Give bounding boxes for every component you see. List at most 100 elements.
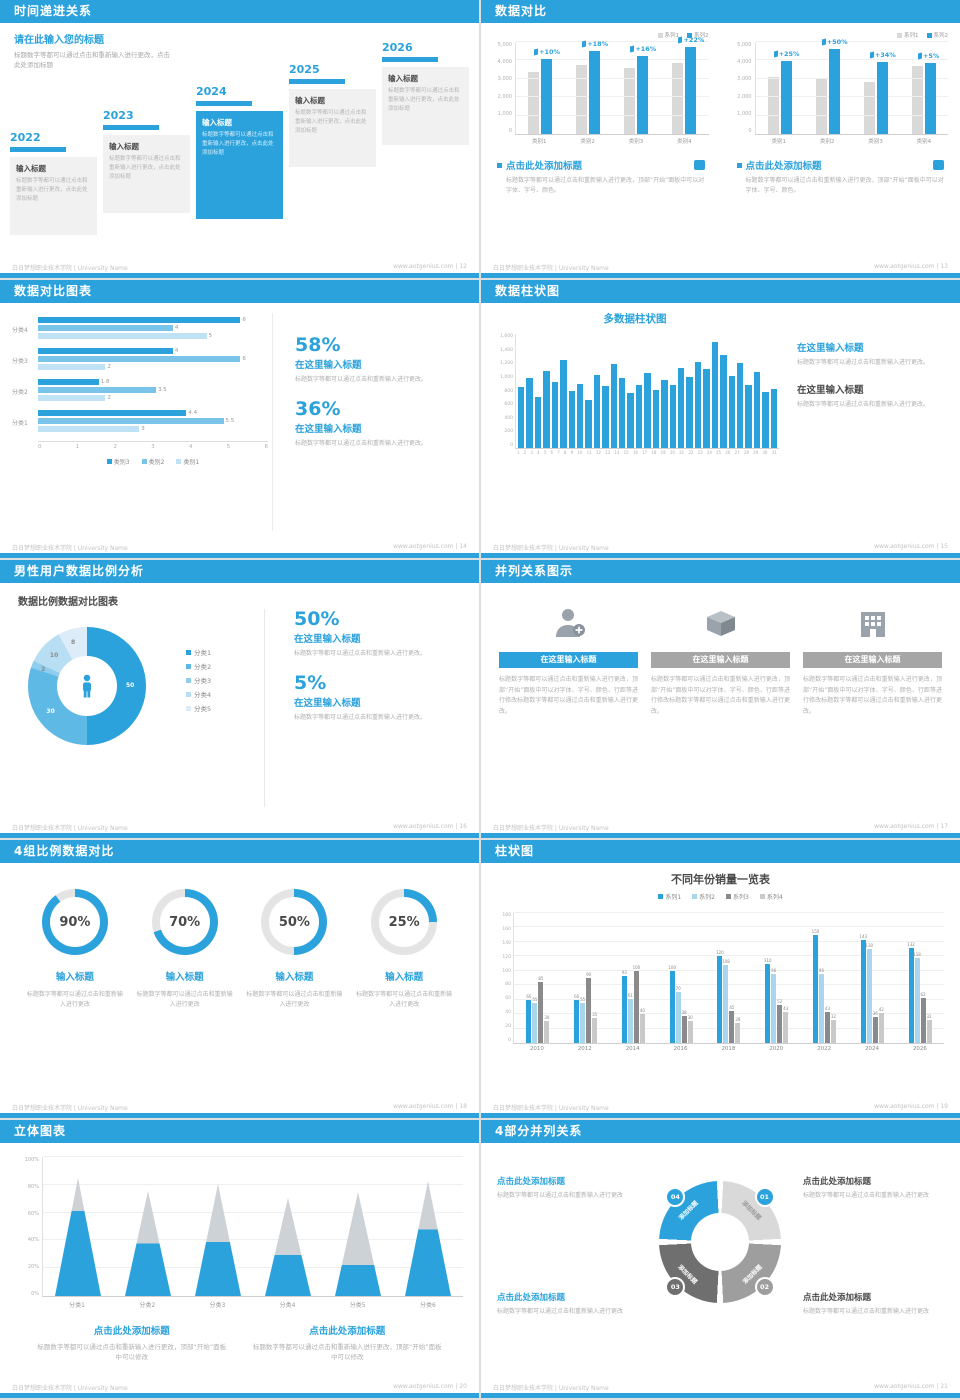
gridline [755, 41, 948, 42]
legend-item: 系列4 [759, 892, 783, 901]
stat-body: 标题数字等都可以通过点击和重新输入进行更改。 [295, 375, 428, 383]
y-axis: 100% 80% 60% 40% 20% 0% [16, 1157, 42, 1297]
gridline [516, 96, 709, 98]
slide-bottom-accent [481, 1393, 960, 1398]
legend-label: 系列1 [665, 894, 682, 901]
bar-group: 150 96 43 32 [812, 929, 837, 1043]
parallel-column: 在这里输入标题 标题数字等都可以通过点击和重新输入进行更改，顶部“开始”面板中可以… [803, 599, 942, 821]
slide-cone-chart[interactable]: 立体图表 100% 80% 60% 40% 20% 0% 分类1 分类2 分类3 分类4 分类5 分类… [0, 1120, 479, 1398]
gauge-ring: 25% [371, 889, 438, 955]
bar [38, 395, 106, 401]
slide-bottom-accent [0, 1393, 479, 1398]
bar-group: 100 70 38 30 [668, 965, 693, 1043]
bar-wrap: +22% [683, 36, 704, 134]
donut-hole [57, 656, 117, 716]
bar [38, 426, 140, 432]
grouped-column-chart: 180 160 140 120 100 80 60 40 20 0 60 55 85 30 60 55 90 35… [481, 907, 960, 1044]
y-axis-label: 1,000 [737, 110, 752, 117]
slide-title: 4组比例数据对比 [14, 844, 115, 858]
footer-org: 白日梦想职业技术学院 | University Name [493, 1105, 609, 1112]
caption-title: 点击此处添加标题 [497, 1177, 566, 1187]
y-axis-label: 0 [508, 1037, 511, 1043]
legend-label: 系列1 [664, 33, 680, 39]
bar-wrap: +18% [587, 40, 608, 134]
bar: 96 [819, 968, 824, 1043]
slide-bottom-accent [481, 1113, 960, 1118]
pct-label: +22% [678, 36, 704, 44]
gauge-item: 90% 输入标题 标题数字等都可以通过点击和重新输入进行更改 [25, 889, 125, 1101]
x-axis-label: 2016 [673, 1046, 688, 1052]
bar-group: 143 130 36 42 [859, 934, 884, 1043]
bar-value: 52 [777, 999, 783, 1005]
hbar-chart: 分类4 6 4 5 分类3 4 6 2 分类2 1.8 3.5 2 分类1 4.4 5.5 3 0 1 2 3 4 5 6 类… [0, 303, 272, 541]
chart-title: 数据比例数据对比图表 [18, 597, 118, 608]
bar [770, 388, 778, 448]
stats-panel: 50% 在这里输入标题 标题数字等都可以通过点击和重新输入进行更改。 5% 在这里输入标… [294, 609, 456, 737]
slide-four-part-ring[interactable]: 4部分并列关系 添加标题 添加标题 添加标题 添加标题 01 02 03 04 点击此处添加标题… [481, 1120, 960, 1398]
group-bars: 1.8 3.5 2 [38, 379, 268, 403]
bar [745, 385, 752, 448]
column-chart: 1,600 1,400 1,200 1,000 800 600 400 200 0 [491, 334, 779, 449]
accent-chip [933, 160, 944, 170]
caption-title: 点击此处添加标题 [93, 1326, 170, 1337]
bar-group: 93 61 100 40 [622, 965, 645, 1043]
bar [518, 387, 525, 448]
slide-data-compare[interactable]: 数据对比 系列1 系列2 5,000 4,000 3,000 2,000 1,000 0 +10… [481, 0, 960, 278]
bar: 55 [580, 997, 585, 1043]
footer-separator: | [455, 823, 458, 830]
bar-value: 40 [639, 1008, 645, 1014]
bar [38, 317, 241, 323]
stat-percent: 5% [294, 671, 327, 694]
bar-value: 150 [811, 928, 820, 934]
x-axis-labels: 分类1 分类2 分类3 分类4 分类5 分类6 [42, 1300, 463, 1309]
timeline-step: 2024 输入标题 标题数字等都可以通过点击和重新输入进行更改，点击此处添加标题 [196, 85, 283, 219]
x-axis-label: 9 [570, 450, 574, 455]
bar-value: 32 [830, 1013, 837, 1019]
x-axis-label: 2026 [912, 1046, 927, 1052]
slide-title-bar: 时间递进关系 [0, 0, 479, 23]
gauge-ring: 50% [261, 889, 328, 955]
slide-footer: 白日梦想职业技术学院 | University Name www.aotgeni… [0, 543, 479, 552]
bar: 30 [544, 1015, 549, 1043]
timeline-card: 输入标题 标题数字等都可以通过点击和重新输入进行更改，点击此处添加标题 [289, 89, 376, 167]
footer-separator: | [455, 1103, 458, 1110]
column-header: 在这里输入标题 [651, 652, 790, 668]
stat-title: 在这里输入标题 [797, 384, 864, 396]
bullet-square [736, 162, 742, 168]
bar [720, 354, 727, 448]
bar-group: 132 118 62 32 [907, 942, 932, 1043]
slide-gauges[interactable]: 4组比例数据对比 90% 输入标题 标题数字等都可以通过点击和重新输入进行更改 70%… [0, 840, 479, 1118]
bar-wrap: +16% [635, 45, 656, 134]
stat-percent: 50% [294, 608, 340, 630]
gridline [514, 940, 944, 942]
column-chart: 5,000 4,000 3,000 2,000 1,000 0 +10% +18% +16% +2… [493, 36, 709, 135]
group-label: 分类1 [12, 419, 28, 427]
slide-timeline[interactable]: 时间递进关系 请在此输入您的标题 标题数字等都可以通过点击和重新输入进行更改，点… [0, 0, 479, 278]
bar-series-1 [767, 76, 779, 134]
bar: 118 [913, 952, 921, 1043]
slide-footer: 白日梦想职业技术学院 | University Name www.aotgeni… [481, 823, 960, 832]
timeline-marker [196, 101, 252, 106]
slide-hbar-chart[interactable]: 数据对比图表 分类4 6 4 5 分类3 4 6 2 分类2 1.8 3.5 2 分类1 4.4 5.5 3 0… [0, 280, 479, 558]
caption-title-row: 点击此处添加标题 [736, 158, 944, 172]
parallel-column: 在这里输入标题 标题数字等都可以通过点击和重新输入进行更改，顶部“开始”面板中可以… [651, 599, 790, 821]
bar-series-2 [780, 61, 792, 134]
footer-site: www.aotgenius.com [874, 1383, 935, 1390]
slide-parallel-columns[interactable]: 并列关系图示 在这里输入标题 标题数字等都可以通过点击和重新输入进行更改，顶部“开… [481, 560, 960, 838]
timeline-marker [103, 125, 159, 130]
caption-block: 点击此处添加标题 标题数字等都可以通过点击和重新输入进行更改 [803, 1175, 945, 1201]
x-axis-label: 类别4 [677, 139, 692, 145]
bar-group: 60 55 90 35 [574, 972, 597, 1043]
x-axis-label: 31 [771, 450, 777, 455]
gridline [514, 998, 944, 1000]
bar-group: +18% [576, 40, 608, 134]
slide-grouped-columns[interactable]: 柱状图 不同年份销量一览表 系列1 系列2 系列3 系列4 180 160 140 120 100… [481, 840, 960, 1118]
footer-org: 白日梦想职业技术学院 | University Name [12, 545, 128, 552]
slide-column-chart[interactable]: 数据柱状图 多数据柱状图 1,600 1,400 1,200 1,000 800 600 40… [481, 280, 960, 558]
stat-title: 在这里输入标题 [295, 423, 362, 435]
x-axis: 0 1 2 3 4 5 6 [38, 441, 268, 450]
slide-bottom-accent [0, 833, 479, 838]
chart-legend: 分类1 分类2 分类3 分类4 分类5 [186, 647, 211, 717]
slide-donut-analysis[interactable]: 男性用户数据比例分析 数据比例数据对比图表 50 30 2 10 8 分类1 分类2 分类3 分类… [0, 560, 479, 838]
legend-item: 分类1 [186, 647, 211, 657]
